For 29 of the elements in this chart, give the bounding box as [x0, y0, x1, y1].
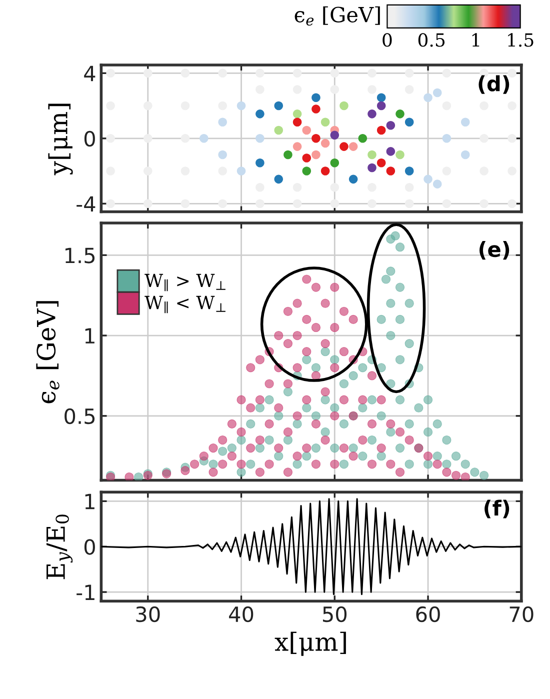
- legend-label: W$_{∥}$ < W$_{⊥}$: [144, 296, 226, 314]
- y-tick-label: 0: [84, 130, 95, 147]
- y-tick-label: 1.5: [65, 248, 95, 264]
- color-bar-label: 1: [472, 33, 480, 47]
- y-axis-title: E$_{y}$/E$_{0}$: [46, 514, 73, 580]
- color-bar-label: 0.5: [418, 33, 445, 47]
- annotation: (e): [480, 241, 510, 260]
- x-tick-label: 50: [322, 606, 347, 622]
- y-tick-label: -1: [76, 584, 94, 600]
- x-tick-label: 70: [510, 606, 534, 622]
- x-tick-label: 60: [416, 606, 440, 622]
- color-bar-title: ϵ$_{e}$ [GeV]: [294, 6, 380, 26]
- annotation: (f): [484, 500, 510, 518]
- y-tick-label: -4: [76, 196, 96, 212]
- color-bar-label: 1.5: [508, 33, 534, 47]
- y-tick-label: 0.5: [64, 408, 95, 424]
- x-axis-title: x[μm]: [274, 632, 346, 656]
- x-tick-label: 40: [229, 606, 254, 622]
- color-bar-label: 0: [382, 33, 392, 47]
- line-series: [101, 498, 522, 596]
- y-tick-label: 0: [84, 539, 95, 555]
- y-tick-label: 1: [85, 328, 94, 344]
- y-axis-title: ϵ$_{e}$ [GeV]: [36, 301, 60, 404]
- y-tick-label: 1: [85, 494, 94, 510]
- legend-label: W$_{∥}$ > W$_{⊥}$: [144, 274, 226, 292]
- y-axis-title: y[μm]: [48, 104, 73, 176]
- y-tick-label: 4: [84, 66, 96, 82]
- x-tick-label: 30: [136, 606, 160, 622]
- annotation: (d): [478, 75, 510, 94]
